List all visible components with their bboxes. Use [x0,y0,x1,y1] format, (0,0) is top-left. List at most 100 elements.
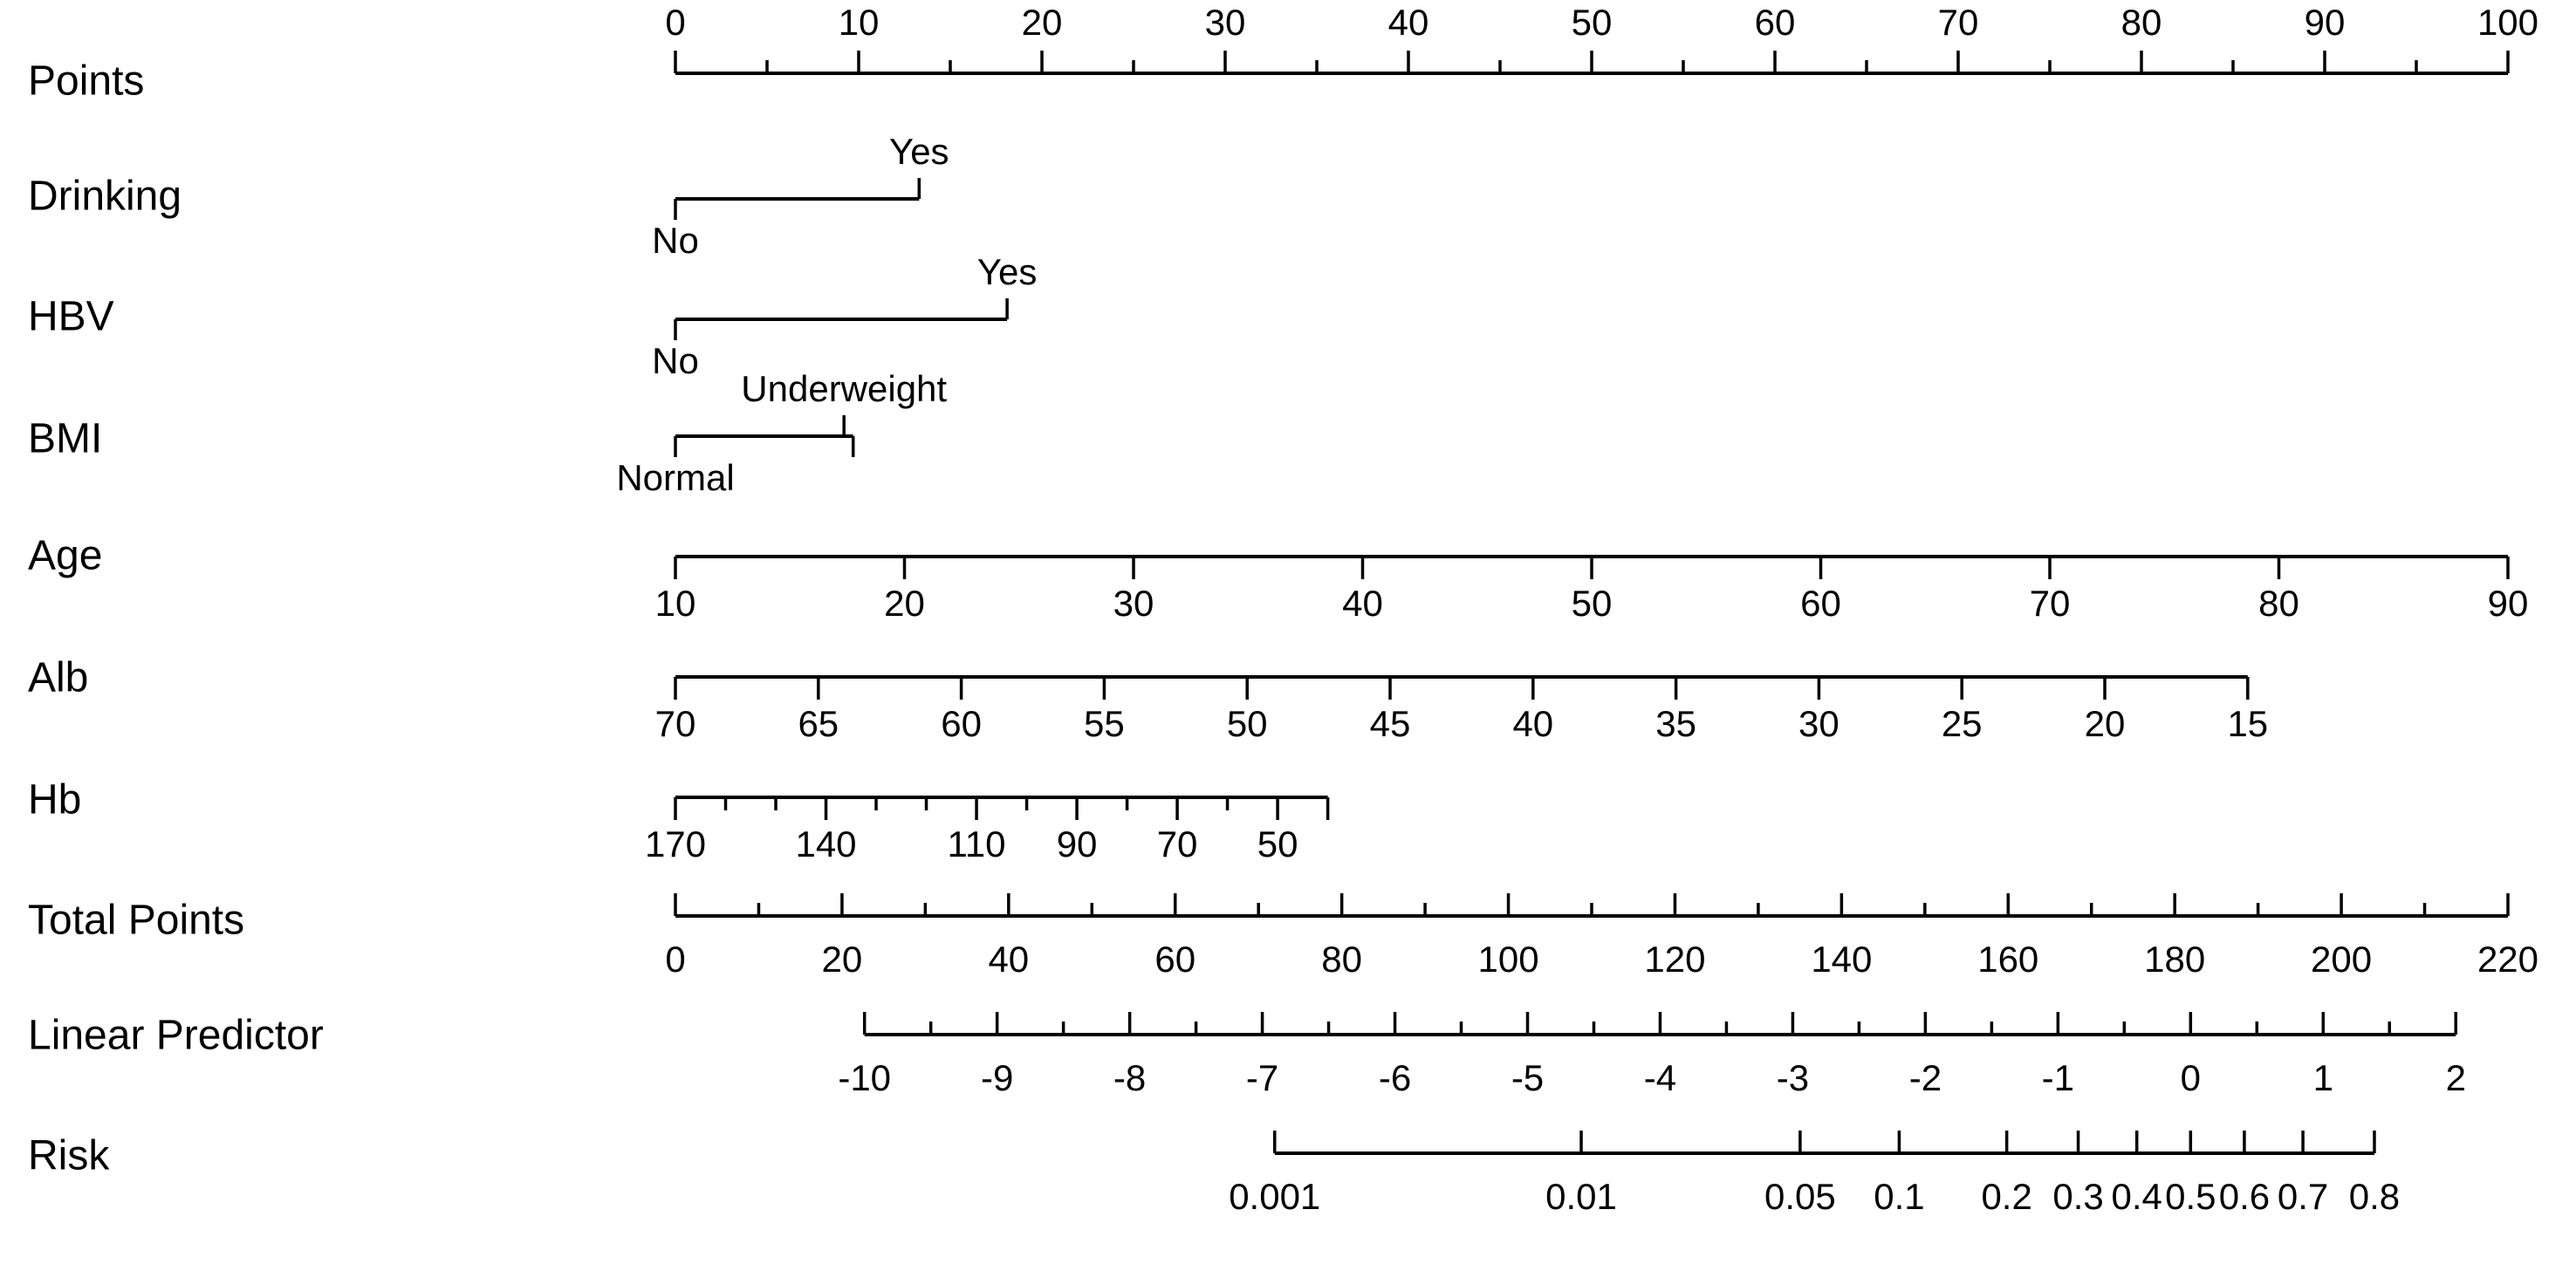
age-tick-label: 90 [2488,583,2529,624]
hb-tick-label: 70 [1157,823,1198,864]
alb-tick-label: 70 [655,703,696,744]
total-points-tick-label: 160 [1977,939,2038,980]
risk-tick-label: 0.6 [2219,1176,2270,1217]
linear-predictor-tick-label: -9 [981,1057,1013,1098]
hb-tick-label: 90 [1057,823,1098,864]
alb-tick-label: 60 [941,703,982,744]
points-tick-label: 90 [2305,2,2346,43]
risk-tick-label: 0.001 [1229,1176,1320,1217]
row-hb: Hb 170 140 110 90 70 50 [28,777,1330,864]
risk-tick-label: 0.5 [2165,1176,2216,1217]
hb-tick-label: 110 [948,823,1006,864]
total-points-tick-label: 140 [1811,939,1872,980]
risk-tick-label: 0.7 [2278,1176,2328,1217]
points-tick-label: 50 [1572,2,1613,43]
row-drinking: Drinking No Yes [28,131,949,261]
age-tick-label: 50 [1572,583,1613,624]
total-points-tick-label: 200 [2311,939,2372,980]
linear-predictor-tick-label: -5 [1511,1057,1544,1098]
points-tick-label: 10 [839,2,880,43]
row-bmi: BMI Normal Underweight [28,368,947,498]
row-label-age: Age [28,533,102,579]
points-tick-label: 60 [1755,2,1796,43]
row-label-linear-predictor: Linear Predictor [28,1013,324,1059]
alb-tick-label: 35 [1655,703,1696,744]
alb-tick-label: 45 [1370,703,1411,744]
hbv-category-yes: Yes [977,251,1038,292]
points-tick-label: 100 [2477,2,2538,43]
bmi-category-normal: Normal [616,457,734,498]
total-points-tick-label: 20 [822,939,863,980]
age-tick-label: 10 [655,583,696,624]
risk-tick-label: 0.8 [2349,1176,2400,1217]
age-tick-label: 60 [1800,583,1841,624]
points-tick-label: 70 [1938,2,1979,43]
drinking-category-no: No [652,220,699,261]
points-tick-label: 0 [665,2,685,43]
total-points-tick-label: 0 [665,939,685,980]
total-points-tick-label: 120 [1644,939,1705,980]
linear-predictor-tick-label: -7 [1246,1057,1278,1098]
row-age: Age 10 20 30 40 50 60 70 80 90 [28,533,2528,624]
alb-tick-label: 40 [1512,703,1553,744]
alb-tick-label: 20 [2085,703,2126,744]
linear-predictor-tick-label: -10 [838,1057,891,1098]
hb-tick-label: 50 [1257,823,1298,864]
risk-tick-label: 0.01 [1545,1176,1617,1217]
row-label-hbv: HBV [28,294,114,340]
points-tick-label: 30 [1205,2,1246,43]
linear-predictor-tick-label: -8 [1113,1057,1146,1098]
row-linear-predictor: Linear Predictor-10 -9 -8 -7 -6 -5 -4 -3 -2 -1 0 1 2 [28,1012,2466,1098]
drinking-category-yes: Yes [889,131,949,172]
linear-predictor-tick-label: -6 [1379,1057,1411,1098]
linear-predictor-tick-label: -4 [1644,1057,1676,1098]
alb-tick-label: 15 [2227,703,2268,744]
row-label-bmi: BMI [28,416,102,462]
points-tick-label: 40 [1388,2,1429,43]
alb-tick-label: 30 [1798,703,1840,744]
alb-tick-label: 50 [1227,703,1268,744]
linear-predictor-tick-label: 2 [2446,1057,2466,1098]
total-points-tick-label: 80 [1321,939,1362,980]
points-tick-label: 20 [1022,2,1063,43]
linear-predictor-tick-label: -1 [2042,1057,2074,1098]
linear-predictor-tick-label: 0 [2181,1057,2201,1098]
row-label-alb: Alb [28,655,88,701]
total-points-tick-label: 220 [2477,939,2538,980]
total-points-tick-label: 60 [1154,939,1196,980]
alb-tick-label: 65 [798,703,839,744]
hb-tick-label: 170 [645,823,706,864]
risk-tick-label: 0.1 [1874,1176,1924,1217]
total-points-tick-label: 100 [1478,939,1539,980]
risk-tick-label: 0.2 [1981,1176,2031,1217]
row-label-hb: Hb [28,777,81,823]
risk-tick-label: 0.3 [2052,1176,2103,1217]
total-points-tick-label: 180 [2144,939,2205,980]
row-label-total-points: Total Points [28,898,244,944]
age-tick-label: 20 [884,583,925,624]
linear-predictor-tick-label: -3 [1777,1057,1809,1098]
age-tick-label: 40 [1342,583,1383,624]
row-hbv: HBV No Yes [28,251,1037,381]
risk-tick-label: 0.4 [2112,1176,2162,1217]
hbv-category-no: No [652,340,699,381]
points-tick-label: 80 [2121,2,2162,43]
age-tick-label: 30 [1113,583,1154,624]
linear-predictor-tick-label: -2 [1909,1057,1942,1098]
row-label-risk: Risk [28,1133,110,1179]
hb-tick-label: 140 [795,823,856,864]
age-tick-label: 70 [2030,583,2071,624]
total-points-tick-label: 40 [988,939,1029,980]
row-risk: Risk 0.001 0.01 0.05 0.1 0.2 0.3 0.4 0.5 0.6 0.7 0.… [28,1131,2400,1217]
row-total-points: Total Points 0 20 40 60 80 100 120 140 160 180 200 2… [28,893,2538,980]
row-label-drinking: Drinking [28,174,182,220]
age-tick-label: 80 [2258,583,2299,624]
row-points: Points 0 10 20 30 40 50 60 70 80 90 100 [28,2,2538,105]
row-label-points: Points [28,58,144,105]
risk-tick-label: 0.05 [1764,1176,1836,1217]
bmi-category-underweight: Underweight [741,368,947,409]
alb-tick-label: 55 [1084,703,1125,744]
linear-predictor-tick-label: 1 [2313,1057,2333,1098]
